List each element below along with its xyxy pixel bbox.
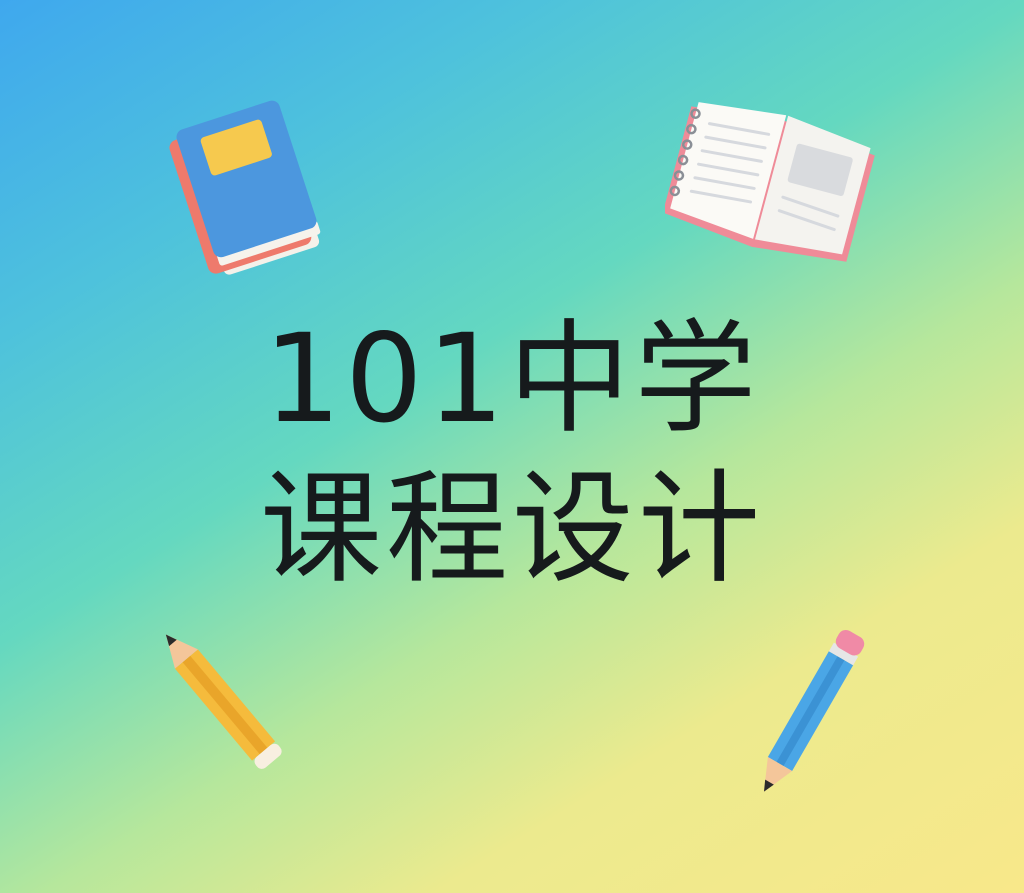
poster-title: 101中学 课程设计 — [0, 318, 1024, 590]
closed-book-icon — [169, 100, 321, 275]
open-book-icon — [665, 102, 875, 262]
yellow-pencil-icon — [165, 634, 282, 769]
title-line-2: 课程设计 — [260, 458, 764, 600]
title-line-1: 101中学 — [263, 308, 761, 450]
blue-pencil-icon — [764, 629, 865, 792]
